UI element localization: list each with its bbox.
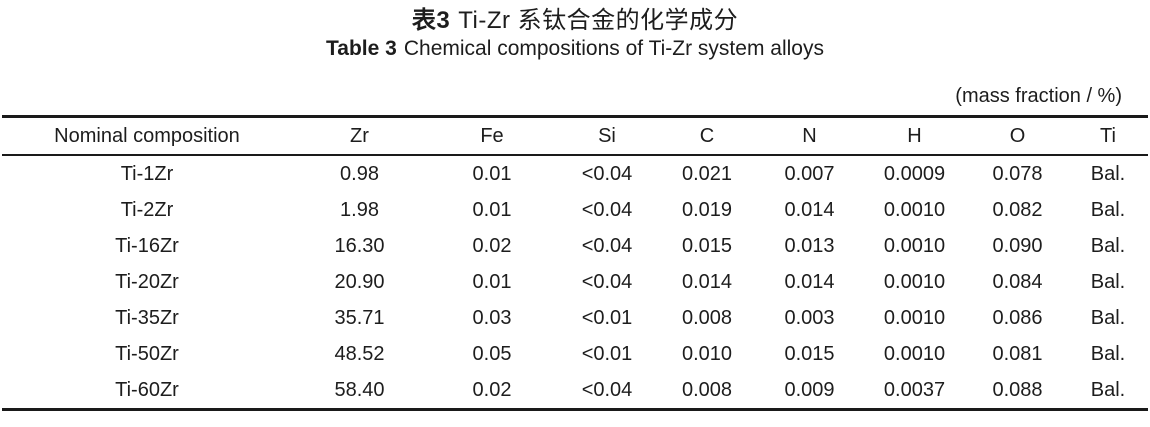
composition-value-cell: 48.52 (334, 342, 385, 365)
composition-value-cell: 0.01 (472, 198, 512, 221)
composition-value-cell: 0.0010 (883, 306, 946, 329)
composition-value-cell: 0.015 (784, 342, 835, 365)
composition-value-cell: Bal. (1090, 198, 1126, 221)
composition-value-cell: 0.014 (784, 270, 835, 293)
alloy-name-cell: Ti-20Zr (115, 270, 179, 293)
composition-value-cell: 20.90 (334, 270, 385, 293)
composition-value-cell: 0.02 (472, 234, 512, 257)
composition-value-cell: 0.086 (992, 306, 1043, 329)
column-header: N (757, 116, 862, 156)
column-header: Ti (1068, 116, 1148, 156)
composition-value-cell: 1.98 (340, 198, 379, 221)
composition-value-cell: 0.003 (784, 306, 835, 329)
composition-value-cell: 0.03 (472, 306, 512, 329)
composition-value-cell: 0.008 (681, 378, 733, 401)
composition-value-cell: 0.0010 (883, 270, 946, 293)
alloy-name-cell: Ti-50Zr (115, 342, 179, 365)
composition-value-cell: Bal. (1090, 342, 1126, 365)
composition-value-cell: 0.01 (472, 270, 512, 293)
composition-table: Nominal composition Zr Fe Si C N H O Ti Ti-1Zr 0.… (2, 115, 1148, 411)
alloy-name-cell: Ti-16Zr (115, 234, 179, 257)
composition-value-cell: 0.0010 (883, 198, 946, 221)
alloy-name-cell: Ti-1Zr (120, 162, 174, 185)
composition-value-cell: <0.01 (581, 306, 633, 329)
alloy-name-cell: Ti-2Zr (120, 198, 174, 221)
caption-english-table-number: Table 3 (326, 37, 397, 60)
table-row: Ti-35Zr 35.71 0.03 <0.01 0.008 0.003 0.0010 0.0… (2, 300, 1148, 336)
composition-value-cell: <0.04 (581, 162, 633, 185)
unit-note: (mass fraction / %) (955, 85, 1122, 107)
composition-value-cell: 0.021 (681, 162, 733, 185)
composition-value-cell: 0.084 (992, 270, 1043, 293)
caption-chinese-table-number: 表3 (411, 7, 451, 34)
column-header: H (862, 116, 967, 156)
composition-value-cell: 0.0037 (883, 378, 946, 401)
column-header: Zr (292, 116, 427, 156)
table-row: Ti-2Zr 1.98 0.01 <0.04 0.019 0.014 0.0010 0.082… (2, 192, 1148, 228)
composition-value-cell: 0.014 (784, 198, 835, 221)
composition-value-cell: <0.04 (581, 234, 633, 257)
composition-value-cell: Bal. (1090, 162, 1126, 185)
table-row: Ti-16Zr 16.30 0.02 <0.04 0.015 0.013 0.0010 0.0… (2, 228, 1148, 264)
composition-value-cell: 0.090 (992, 234, 1043, 257)
header-row: Nominal composition Zr Fe Si C N H O Ti (2, 116, 1148, 156)
table-body: Ti-1Zr 0.98 0.01 <0.04 0.021 0.007 0.0009 0.078… (2, 155, 1148, 410)
composition-value-cell: 35.71 (334, 306, 385, 329)
composition-value-cell: 0.0010 (883, 234, 946, 257)
column-header: Fe (427, 116, 557, 156)
caption-english-title: Chemical compositions of Ti-Zr system al… (403, 37, 824, 60)
composition-value-cell: <0.04 (581, 270, 633, 293)
composition-value-cell: Bal. (1090, 270, 1126, 293)
alloy-name-cell: Ti-60Zr (115, 378, 179, 401)
table-row: Ti-20Zr 20.90 0.01 <0.04 0.014 0.014 0.0010 0.0… (2, 264, 1148, 300)
composition-value-cell: 0.088 (992, 378, 1043, 401)
composition-value-cell: 58.40 (334, 378, 385, 401)
column-header: O (967, 116, 1068, 156)
composition-value-cell: 0.014 (681, 270, 733, 293)
table-row: Ti-60Zr 58.40 0.02 <0.04 0.008 0.009 0.0037 0.0… (2, 372, 1148, 410)
composition-value-cell: 0.0010 (883, 342, 946, 365)
composition-value-cell: 0.081 (992, 342, 1043, 365)
composition-value-cell: 0.013 (784, 234, 835, 257)
table-row: Ti-50Zr 48.52 0.05 <0.01 0.010 0.015 0.0010 0.0… (2, 336, 1148, 372)
composition-value-cell: Bal. (1090, 306, 1126, 329)
table-caption-chinese: 表3 Ti-Zr 系钛合金的化学成分 (0, 0, 1150, 36)
composition-value-cell: 0.009 (784, 378, 835, 401)
table-caption-english: Table 3 Chemical compositions of Ti-Zr sy… (0, 36, 1150, 62)
composition-value-cell: 0.008 (681, 306, 733, 329)
composition-value-cell: <0.04 (581, 378, 633, 401)
column-header: Nominal composition (2, 116, 292, 156)
composition-value-cell: 0.082 (992, 198, 1043, 221)
table-row: Ti-1Zr 0.98 0.01 <0.04 0.021 0.007 0.0009 0.078… (2, 155, 1148, 192)
column-header: Si (557, 116, 657, 156)
composition-value-cell: 0.02 (472, 378, 512, 401)
composition-value-cell: 0.0009 (883, 162, 946, 185)
composition-value-cell: 0.01 (472, 162, 512, 185)
composition-value-cell: 0.015 (681, 234, 733, 257)
alloy-name-cell: Ti-35Zr (115, 306, 179, 329)
composition-value-cell: <0.04 (581, 198, 633, 221)
composition-value-cell: Bal. (1090, 234, 1126, 257)
column-header: C (657, 116, 757, 156)
composition-value-cell: 0.010 (681, 342, 733, 365)
caption-chinese-title: Ti-Zr 系钛合金的化学成分 (458, 7, 739, 34)
composition-value-cell: 0.98 (340, 162, 379, 185)
composition-value-cell: 0.019 (681, 198, 733, 221)
composition-value-cell: 0.007 (784, 162, 835, 185)
composition-value-cell: <0.01 (581, 342, 633, 365)
composition-value-cell: 0.05 (472, 342, 512, 365)
composition-value-cell: Bal. (1090, 378, 1126, 401)
composition-value-cell: 16.30 (334, 234, 385, 257)
composition-value-cell: 0.078 (992, 162, 1043, 185)
